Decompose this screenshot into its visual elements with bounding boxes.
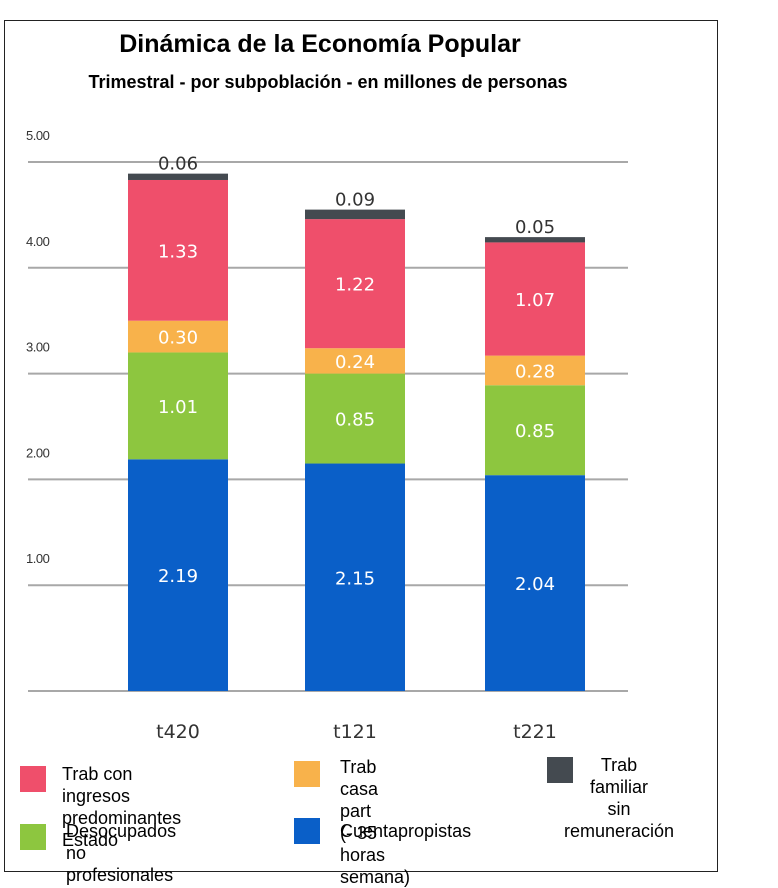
- bar-segment: [128, 173, 228, 180]
- legend-swatch-desocupados: [20, 824, 46, 850]
- data-label: 0.24: [335, 352, 375, 373]
- bar-segment: [128, 352, 228, 460]
- data-label: 2.04: [515, 574, 555, 595]
- y-tick-label: 1.00: [26, 551, 50, 566]
- x-tick-label: t221: [513, 721, 557, 743]
- legend-label-cuentapropistas: Cuentapropistas: [340, 821, 472, 841]
- data-label: 0.05: [515, 217, 555, 238]
- data-label: 0.85: [515, 421, 555, 442]
- data-label: 1.22: [335, 275, 375, 296]
- data-label: 1.07: [515, 290, 555, 311]
- data-label: 0.28: [515, 361, 555, 382]
- bar-segment: [305, 219, 405, 349]
- x-tick-label: t420: [156, 721, 200, 743]
- data-label: 2.15: [335, 568, 375, 589]
- data-label: 0.09: [335, 190, 375, 211]
- y-tick-label: 5.00: [26, 128, 50, 143]
- bar-segment: [485, 475, 585, 691]
- y-tick-label: 4.00: [26, 234, 50, 249]
- legend-swatch-casa-part: [294, 761, 320, 787]
- y-tick-label: 3.00: [26, 340, 50, 355]
- legend-label-estado: Trab con ingresos predominantes Estado: [62, 764, 182, 850]
- data-label: 1.33: [158, 241, 198, 262]
- data-label: 2.19: [158, 566, 198, 587]
- x-tick-label: t121: [333, 721, 377, 743]
- legend-label-familiar: Trab familiar sin remuneración: [563, 755, 675, 841]
- chart-title: Dinámica de la Economía Popular: [119, 30, 521, 58]
- legend-swatch-cuentapropistas: [294, 818, 320, 844]
- bar-segment: [128, 179, 228, 321]
- bar-segment: [305, 348, 405, 374]
- bar-segment: [128, 459, 228, 691]
- bar-segment: [485, 242, 585, 356]
- data-label: 0.85: [335, 410, 375, 431]
- legend-label-desocupados: Desocupados no profesionales: [66, 821, 177, 885]
- bar-segment: [485, 355, 585, 386]
- bar-segment: [305, 209, 405, 220]
- data-label: 0.06: [158, 154, 198, 175]
- legend-swatch-estado: [20, 766, 46, 792]
- bar-segment: [128, 320, 228, 353]
- bar-segment: [485, 385, 585, 476]
- data-label: 1.01: [158, 397, 198, 418]
- bar-segment: [485, 237, 585, 243]
- chart-subtitle: Trimestral - por subpoblación - en millo…: [88, 72, 568, 92]
- y-tick-label: 2.00: [26, 445, 50, 460]
- bar-segment: [305, 373, 405, 464]
- bar-segment: [305, 463, 405, 691]
- data-label: 0.30: [158, 328, 198, 349]
- legend-swatch-familiar: [547, 757, 573, 783]
